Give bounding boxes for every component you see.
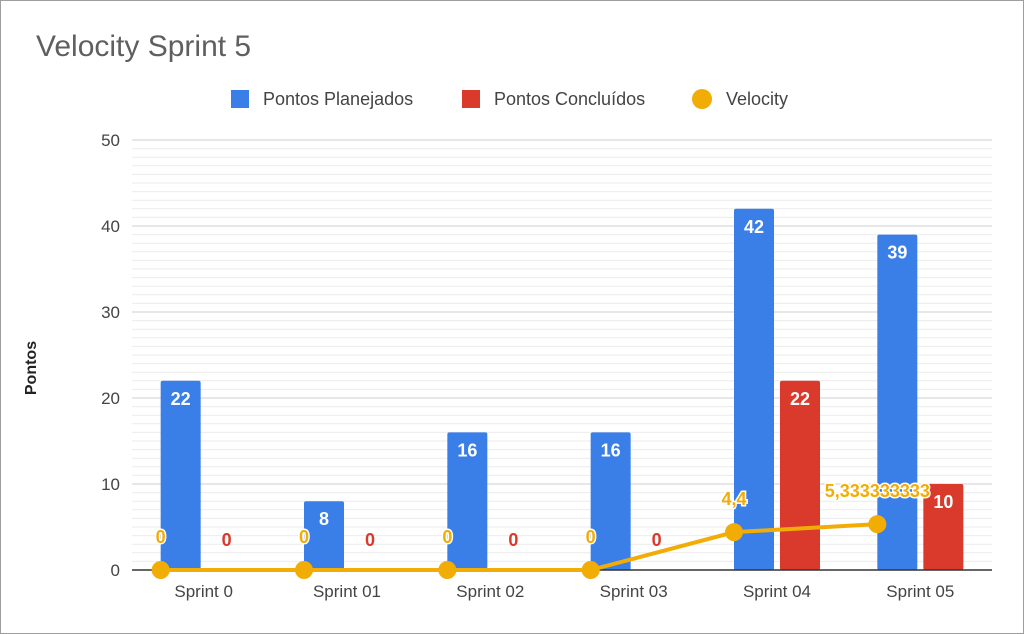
x-tick-label: Sprint 0 <box>174 582 233 601</box>
velocity-data-label: 4,4 <box>721 489 746 509</box>
bar-concluidos[interactable] <box>923 484 964 570</box>
x-tick-labels: Sprint 0 Sprint 01 Sprint 02 Sprint 03 Sprin… <box>174 582 954 601</box>
legend-label-concluidos: Pontos Concluídos <box>494 88 646 109</box>
y-tick-label: 50 <box>101 131 120 150</box>
velocity-data-label: 0 <box>586 527 596 547</box>
bar-data-label: 0 <box>365 530 375 550</box>
legend-swatch-planejados <box>231 90 249 108</box>
legend-item-concluidos[interactable]: Pontos Concluídos <box>462 86 645 112</box>
grid-layer <box>132 139 992 562</box>
bar-data-label: 10 <box>933 492 953 512</box>
velocity-point[interactable] <box>868 515 887 534</box>
legend-dot-velocity <box>692 89 712 109</box>
y-tick-label: 10 <box>101 475 120 494</box>
x-tick-label: Sprint 02 <box>456 582 524 601</box>
chart-title: Velocity Sprint 5 <box>36 30 252 63</box>
legend-swatch-concluidos <box>462 90 480 108</box>
legend-item-planejados[interactable]: Pontos Planejados <box>231 86 413 112</box>
y-tick-labels: 0 10 20 30 40 50 <box>101 131 120 580</box>
bar-planejados[interactable] <box>734 208 774 571</box>
velocity-point[interactable] <box>151 561 170 579</box>
bar-data-label: 0 <box>652 530 662 550</box>
bar-data-label: 16 <box>601 440 621 460</box>
bar-data-label: 16 <box>457 440 477 460</box>
velocity-data-label: 5,333333333 <box>825 481 930 501</box>
x-tick-label: Sprint 01 <box>313 582 381 601</box>
bar-data-label: 8 <box>319 509 329 529</box>
y-tick-label: 30 <box>101 303 120 322</box>
bar-planejados[interactable] <box>304 501 344 570</box>
bar-planejados[interactable] <box>160 380 201 570</box>
chart-legend: Pontos Planejados Pontos Concluídos Velo… <box>0 86 1024 112</box>
bar-data-label: 42 <box>744 217 764 237</box>
bar-concluidos[interactable] <box>780 380 820 570</box>
bar-data-label: 0 <box>222 530 232 550</box>
x-tick-label: Sprint 03 <box>600 582 668 601</box>
bar-planejados[interactable] <box>877 234 918 570</box>
bar-data-label: 22 <box>790 389 810 409</box>
bar-planejados[interactable] <box>447 432 488 570</box>
bar-layer <box>160 208 964 571</box>
y-tick-label: 20 <box>101 389 120 408</box>
y-tick-label: 40 <box>101 217 120 236</box>
velocity-point[interactable] <box>725 523 743 542</box>
velocity-data-label: 0 <box>442 527 452 547</box>
bar-planejados[interactable] <box>590 432 631 570</box>
x-tick-label: Sprint 05 <box>886 582 954 601</box>
velocity-data-label: 0 <box>299 527 309 547</box>
y-tick-label: 0 <box>111 561 120 580</box>
velocity-point[interactable] <box>295 561 313 579</box>
velocity-point[interactable] <box>438 561 457 579</box>
bar-data-label: 39 <box>887 243 907 263</box>
bar-data-label: 0 <box>508 530 518 550</box>
bar-data-label: 22 <box>171 389 191 409</box>
legend-label-velocity: Velocity <box>726 88 789 109</box>
velocity-point[interactable] <box>581 561 600 579</box>
velocity-data-label: 0 <box>156 527 166 547</box>
legend-label-planejados: Pontos Planejados <box>263 88 414 109</box>
x-tick-label: Sprint 04 <box>743 582 811 601</box>
legend-item-velocity[interactable]: Velocity <box>692 86 788 112</box>
velocity-line <box>160 522 878 572</box>
line-layer <box>151 515 887 579</box>
